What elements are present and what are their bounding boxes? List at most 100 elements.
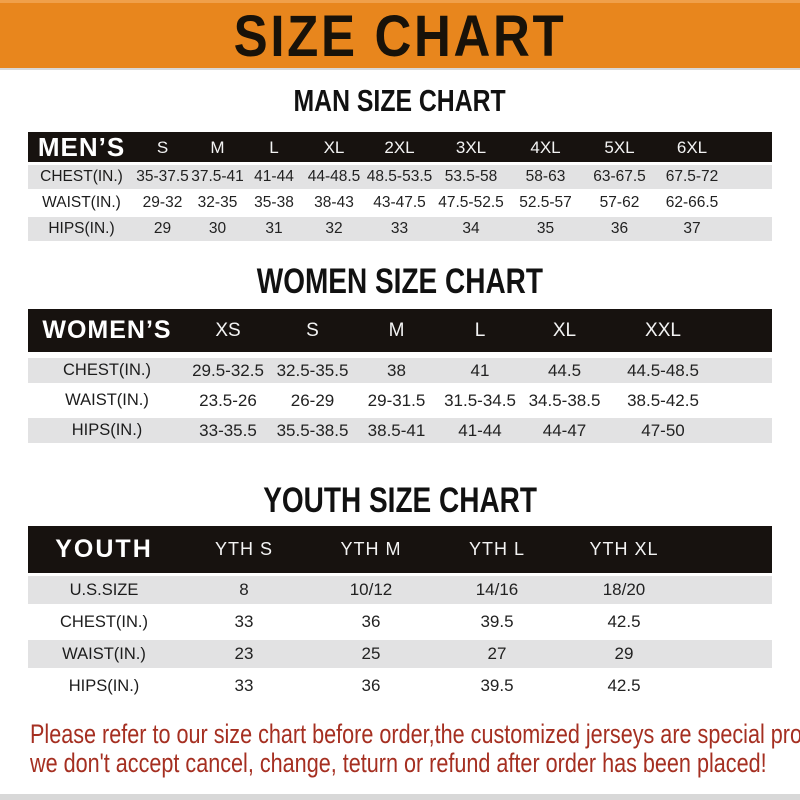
women-section-title-text: WOMEN SIZE CHART <box>256 262 544 301</box>
youth-size-value: 39.5 <box>480 676 514 695</box>
men-size-value: 35-37.5 <box>136 168 189 185</box>
youth-size-value: 36 <box>361 676 381 695</box>
women-table-corner-label: WOMEN’S <box>42 316 172 344</box>
women-size-column-header: S <box>306 319 319 341</box>
youth-row-label: HIPS(IN.) <box>68 676 140 695</box>
women-measurement-row: HIPS(IN.) 33-35.5 35.5-38.5 38.5-41 41-44 44-… <box>28 418 772 443</box>
women-size-value: 41-44 <box>458 420 502 440</box>
men-measurement-row: HIPS(IN.) 29 30 31 32 33 34 35 36 37 <box>28 217 772 241</box>
women-measurement-row: WAIST(IN.) 23.5-26 26-29 29-31.5 31.5-34.5 34… <box>28 388 772 413</box>
men-size-value: 32 <box>325 220 343 237</box>
men-size-value: 33 <box>390 220 409 237</box>
men-size-value: 62-66.5 <box>665 194 719 211</box>
men-size-value: 38-43 <box>314 194 354 211</box>
men-measurement-row: WAIST(IN.) 29-32 32-35 35-38 38-43 43-47.5 47.… <box>28 191 772 215</box>
youth-size-column-header: YTH L <box>468 539 525 559</box>
women-size-column-header: M <box>388 319 405 341</box>
youth-section-title: YOUTH SIZE CHART <box>0 483 800 518</box>
disclaimer-line-1: Please refer to our size chart before or… <box>30 719 800 749</box>
men-size-value: 53.5-58 <box>444 168 498 185</box>
banner: SIZE CHART <box>0 0 800 70</box>
men-size-table: MEN’S S M L XL 2XL 3XL 4XL 5XL 6XL CHEST(IN.) 35-37… <box>28 132 772 241</box>
men-size-column-header: 5XL <box>604 137 635 157</box>
men-size-value: 52.5-57 <box>519 194 572 211</box>
women-size-value: 38.5-42.5 <box>627 390 699 410</box>
men-row-label: CHEST(IN.) <box>40 168 123 185</box>
women-size-value: 33-35.5 <box>199 420 257 440</box>
youth-row-label: U.S.SIZE <box>69 580 139 599</box>
men-size-column-header: M <box>210 137 225 157</box>
youth-size-value: 25 <box>361 644 381 663</box>
women-row-label: CHEST(IN.) <box>63 361 151 379</box>
women-size-value: 41 <box>470 360 490 380</box>
men-size-value: 29-32 <box>142 194 183 211</box>
women-size-value: 32.5-35.5 <box>276 360 349 380</box>
men-section-title-text: MAN SIZE CHART <box>293 83 507 118</box>
men-size-value: 48.5-53.5 <box>366 168 433 185</box>
men-size-column-header: 2XL <box>384 137 415 157</box>
youth-size-value: 8 <box>239 580 249 599</box>
youth-section-title-text: YOUTH SIZE CHART <box>263 481 537 520</box>
youth-measurement-row: CHEST(IN.) 33 36 39.5 42.5 <box>28 608 772 636</box>
men-size-value: 37 <box>683 220 701 237</box>
women-table-header-row: WOMEN’S XS S M L XL XXL <box>28 309 772 352</box>
disclaimer-note: Please refer to our size chart before or… <box>30 720 800 778</box>
men-size-column-header: 4XL <box>530 137 561 157</box>
men-size-value: 44-48.5 <box>307 168 361 185</box>
youth-size-column-header: YTH M <box>340 539 402 559</box>
women-size-column-header: XXL <box>645 319 681 341</box>
men-size-column-header: L <box>269 137 279 157</box>
women-size-value: 26-29 <box>290 390 335 410</box>
youth-size-value: 39.5 <box>480 612 514 631</box>
women-size-value: 44.5-48.5 <box>627 360 699 380</box>
women-section-title: WOMEN SIZE CHART <box>0 264 800 299</box>
women-size-column-header: XL <box>552 319 577 341</box>
men-size-value: 30 <box>208 220 227 237</box>
women-size-value: 29.5-32.5 <box>192 360 264 380</box>
youth-row-label: WAIST(IN.) <box>62 644 146 663</box>
youth-size-column-header: YTH XL <box>589 539 659 559</box>
women-size-value: 23.5-26 <box>199 390 257 410</box>
men-size-value: 35-38 <box>254 194 294 211</box>
youth-size-value: 23 <box>234 644 254 663</box>
youth-size-value: 29 <box>614 644 634 663</box>
youth-size-value: 36 <box>361 612 381 631</box>
men-size-column-header: XL <box>323 137 345 157</box>
youth-size-value: 42.5 <box>607 676 641 695</box>
women-size-table: WOMEN’S XS S M L XL XXL CHEST(IN.) 29.5-32.5 32.5… <box>28 309 772 443</box>
women-row-label: HIPS(IN.) <box>71 421 143 439</box>
men-row-label: HIPS(IN.) <box>48 220 115 237</box>
youth-table-corner-label: YOUTH <box>55 535 153 563</box>
youth-size-value: 10/12 <box>349 580 393 599</box>
women-size-value: 44.5 <box>547 360 582 380</box>
youth-size-table: YOUTH YTH S YTH M YTH L YTH XL U.S.SIZE 8 10/12… <box>28 526 772 700</box>
men-measurement-row: CHEST(IN.) 35-37.5 37.5-41 41-44 44-48.5 48.5… <box>28 165 772 189</box>
women-size-column-header: XS <box>215 319 241 341</box>
youth-size-value: 33 <box>234 676 254 695</box>
women-size-value: 38.5-41 <box>367 420 426 440</box>
women-size-value: 38 <box>387 360 406 380</box>
men-size-value: 37.5-41 <box>191 168 244 185</box>
men-table-corner-label: MEN’S <box>37 132 126 162</box>
men-size-value: 58-63 <box>525 168 566 185</box>
women-size-value: 31.5-34.5 <box>444 390 516 410</box>
youth-measurement-row: HIPS(IN.) 33 36 39.5 42.5 <box>28 672 772 700</box>
men-size-value: 41-44 <box>254 168 294 185</box>
youth-size-value: 18/20 <box>602 580 646 599</box>
men-size-value: 34 <box>462 220 480 237</box>
youth-measurement-row: WAIST(IN.) 23 25 27 29 <box>28 640 772 668</box>
men-size-value: 31 <box>265 220 283 237</box>
men-size-column-header: 6XL <box>676 137 708 157</box>
disclaimer-line-2: we don't accept cancel, change, teturn o… <box>30 748 767 778</box>
women-size-value: 34.5-38.5 <box>528 390 601 410</box>
youth-size-value: 33 <box>234 612 254 631</box>
men-size-column-header: S <box>156 137 169 157</box>
men-size-value: 63-67.5 <box>593 168 646 185</box>
men-size-value: 36 <box>610 220 629 237</box>
men-size-value: 67.5-72 <box>665 168 719 185</box>
men-size-value: 29 <box>153 220 172 237</box>
men-section-title: MAN SIZE CHART <box>0 85 800 116</box>
men-size-value: 43-47.5 <box>373 194 426 211</box>
men-size-value: 35 <box>536 220 555 237</box>
